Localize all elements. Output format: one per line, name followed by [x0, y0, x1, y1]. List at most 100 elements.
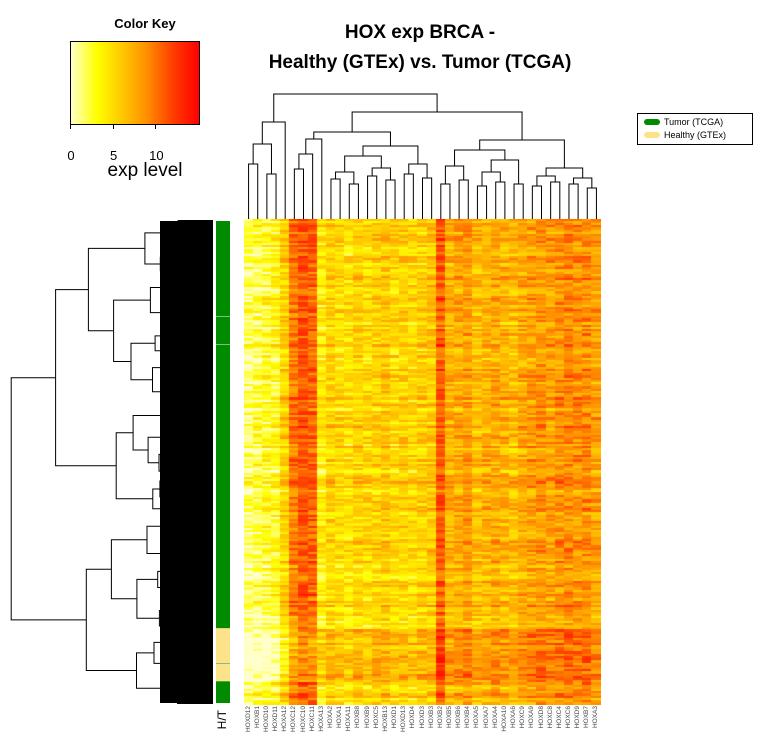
- gene-label-hoxc11: HOXC11: [308, 706, 316, 732]
- legend-swatch-tumor: [644, 119, 660, 125]
- gene-label-hoxa3: HOXA3: [592, 706, 600, 729]
- column-dendrogram-branch: [313, 131, 391, 146]
- gene-label-hoxd4: HOXD4: [409, 706, 417, 729]
- sidebar-separator: [216, 663, 230, 664]
- column-dendrogram-branch: [351, 111, 523, 140]
- column-dendrogram-branch: [330, 178, 341, 219]
- column-dendrogram-branch: [573, 177, 593, 188]
- legend-item-tumor: Tumor (TCGA): [644, 116, 723, 128]
- chart-title-line1: HOX exp BRCA -: [344, 22, 496, 43]
- column-dendrogram-branch: [479, 139, 565, 168]
- column-dendrogram-branch: [367, 175, 378, 219]
- gene-label-hoxc9: HOXC9: [519, 706, 527, 729]
- gene-label-hoxa12: HOXA12: [281, 706, 289, 732]
- gene-label-hoxb8: HOXB8: [354, 706, 362, 729]
- column-dendrogram-branch: [440, 183, 451, 219]
- gene-label-hoxa7: HOXA7: [482, 706, 490, 729]
- gene-label-hoxc6: HOXC6: [564, 706, 572, 729]
- sidebar-separator: [216, 316, 230, 317]
- legend-label-healthy: Healthy (GTEx): [664, 130, 727, 140]
- gene-label-hoxb13: HOXB13: [381, 706, 389, 732]
- column-dendrogram-branch: [513, 183, 524, 219]
- gene-label-hoxa9: HOXA9: [528, 706, 536, 729]
- gene-label-hoxb4: HOXB4: [464, 706, 472, 729]
- column-dendrogram-branch: [403, 173, 414, 219]
- color-key-tick: [155, 124, 157, 129]
- gene-label-hoxb5: HOXB5: [445, 706, 453, 729]
- column-dendrogram-branch: [273, 93, 438, 122]
- gene-label-hoxd11: HOXD11: [272, 706, 280, 732]
- column-dendrogram-branch: [298, 153, 314, 219]
- gene-label-hoxd1: HOXD1: [391, 706, 399, 729]
- group-sidebar: [216, 221, 230, 703]
- color-key-tick: [70, 124, 71, 129]
- gene-label-hoxd8: HOXD8: [537, 706, 545, 729]
- column-dendrogram-branch: [568, 183, 579, 219]
- gene-label-hoxa1: HOXA1: [336, 706, 344, 729]
- sidebar-segment: [216, 681, 230, 703]
- gene-label-hoxd12: HOXD12: [244, 706, 252, 733]
- color-key-tick-label: 10: [149, 148, 164, 163]
- column-dendrogram-branch: [422, 177, 433, 219]
- column-dendrogram-branch: [495, 181, 506, 219]
- color-key-title: Color Key: [114, 16, 176, 31]
- color-key-gradient: [70, 41, 200, 125]
- gene-label-hoxb3: HOXB3: [427, 706, 435, 729]
- column-dendrogram-branch: [476, 185, 488, 219]
- legend-swatch-healthy: [644, 132, 660, 138]
- gene-labels: HOXD12 HOXB1 HOXD10 HOXD11 HOXA12 HOXC12 HOXC1…: [244, 706, 601, 752]
- column-dendrogram-branch: [408, 163, 428, 178]
- gene-label-hoxc12: HOXC12: [290, 706, 298, 733]
- column-dendrogram-branch: [305, 138, 323, 219]
- legend-label-tumor: Tumor (TCGA): [664, 117, 724, 127]
- gene-label-hoxd10: HOXD10: [262, 706, 270, 733]
- gene-label-hoxc10: HOXC10: [299, 706, 307, 733]
- column-dendrogram-branch: [362, 145, 419, 164]
- column-dendrogram-branch: [266, 173, 277, 219]
- gene-label-hoxc4: HOXC4: [555, 706, 563, 729]
- column-dendrogram-branch: [481, 171, 501, 186]
- column-dendrogram-branch: [293, 168, 304, 219]
- column-dendrogram-branch: [344, 155, 382, 172]
- legend: Tumor (TCGA) Healthy (GTEx): [637, 113, 753, 145]
- column-dendrogram-branch: [261, 121, 286, 219]
- column-dendrogram-branch: [248, 163, 259, 219]
- gene-label-hoxa4: HOXA4: [491, 706, 499, 729]
- color-key-tick-label: 5: [110, 148, 118, 163]
- column-dendrogram-branch: [550, 181, 561, 219]
- gene-label-hoxb6: HOXB6: [455, 706, 463, 729]
- gene-label-hoxa11: HOXA11: [345, 706, 353, 732]
- gene-label-hoxb9: HOXB9: [363, 706, 371, 729]
- legend-item-healthy: Healthy (GTEx): [644, 129, 726, 141]
- gene-label-hoxa2: HOXA2: [326, 706, 334, 729]
- color-key-tick-label: 0: [67, 148, 75, 163]
- column-dendrogram: [248, 93, 597, 219]
- column-dendrogram-branch: [536, 175, 556, 186]
- column-dendrogram-branch: [586, 187, 597, 219]
- color-key-axis: 0 5 10: [67, 124, 200, 164]
- sidebar-label: H/T: [215, 710, 229, 730]
- gene-label-hoxb7: HOXB7: [583, 706, 591, 729]
- gene-label-hoxa5: HOXA5: [473, 706, 481, 729]
- color-key-xlabel: exp level: [107, 160, 183, 181]
- chart-title: HOX exp BRCA - Healthy (GTEx) vs. Tumor …: [230, 18, 610, 78]
- column-dendrogram-branch: [444, 165, 465, 184]
- column-dendrogram-branch: [531, 185, 542, 219]
- column-dendrogram-branch: [454, 149, 506, 166]
- chart-title-line2: Healthy (GTEx) vs. Tumor (TCGA): [268, 52, 572, 73]
- column-dendrogram-branch: [335, 171, 355, 184]
- gene-label-hoxd3: HOXD3: [418, 706, 426, 729]
- column-dendrogram-branch: [348, 183, 359, 219]
- heatmap-matrix: [244, 219, 601, 705]
- gene-label-hoxa6: HOXA6: [510, 706, 518, 729]
- gene-label-hoxd9: HOXD9: [574, 706, 582, 729]
- gene-label-hoxa10: HOXA10: [500, 706, 508, 732]
- column-dendrogram-branch: [458, 179, 469, 219]
- gene-label-hoxc8: HOXC8: [546, 706, 554, 729]
- column-dendrogram-branch: [385, 179, 396, 219]
- gene-label-hoxc5: HOXC5: [372, 706, 380, 729]
- sidebar-segment: [216, 221, 230, 629]
- sidebar-segment: [216, 628, 230, 682]
- column-dendrogram-branch: [371, 167, 391, 180]
- gene-label-hoxa13: HOXA13: [317, 706, 325, 732]
